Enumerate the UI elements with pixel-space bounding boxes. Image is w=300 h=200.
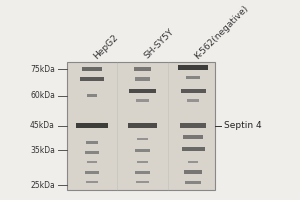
Text: Septin 4: Septin 4 (224, 121, 262, 130)
Bar (129, 89, 156, 93)
Text: 45kDa: 45kDa (30, 121, 55, 130)
Bar (135, 149, 150, 152)
Bar (86, 141, 98, 144)
Text: 35kDa: 35kDa (30, 146, 55, 155)
Bar (87, 94, 98, 97)
Bar (182, 147, 205, 151)
Bar (80, 77, 104, 81)
Text: 25kDa: 25kDa (30, 181, 55, 190)
Text: SH-SY5Y: SH-SY5Y (142, 28, 176, 61)
Bar (86, 181, 98, 183)
Bar (67, 62, 215, 190)
Bar (136, 99, 149, 102)
Text: 75kDa: 75kDa (30, 65, 55, 74)
Bar (186, 76, 200, 79)
Bar (135, 171, 150, 174)
Text: 60kDa: 60kDa (30, 91, 55, 100)
Bar (188, 161, 198, 163)
Bar (134, 67, 152, 71)
Bar (128, 123, 157, 128)
Bar (184, 170, 202, 174)
Bar (137, 138, 148, 140)
Bar (180, 123, 206, 128)
Bar (178, 65, 208, 70)
Bar (137, 161, 148, 163)
Bar (187, 99, 199, 102)
Bar (85, 171, 99, 174)
Bar (135, 77, 150, 81)
Bar (76, 123, 108, 128)
Bar (85, 151, 99, 154)
Bar (87, 161, 98, 163)
Text: K-562(negative): K-562(negative) (193, 3, 250, 61)
Bar (185, 181, 201, 184)
Bar (136, 181, 149, 183)
Text: HepG2: HepG2 (92, 33, 120, 61)
Bar (82, 67, 102, 71)
Bar (183, 135, 203, 139)
Bar (181, 89, 206, 93)
